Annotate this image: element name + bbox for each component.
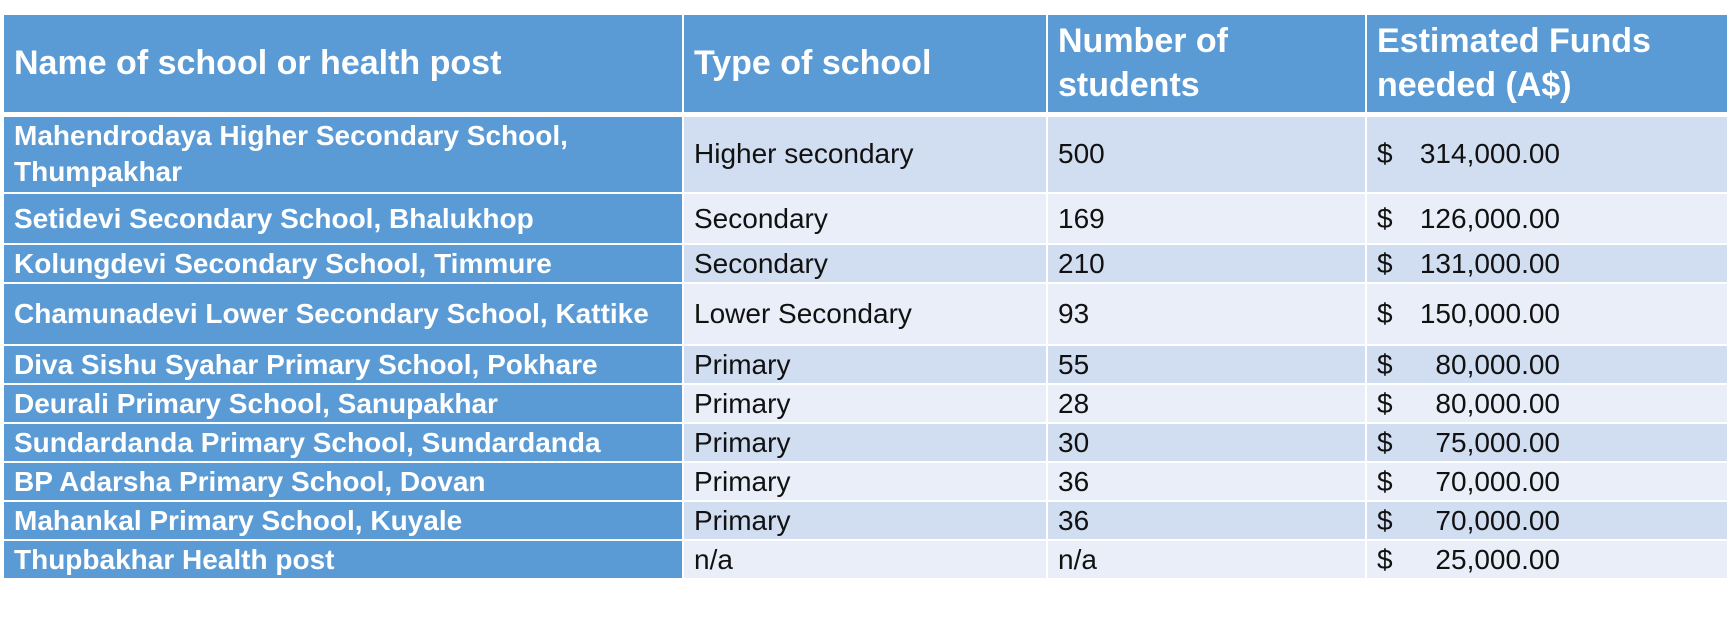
school-type-cell: Secondary: [682, 192, 1048, 245]
school-type-cell: Primary: [682, 500, 1048, 541]
funds-cell: $80,000.00: [1365, 383, 1729, 424]
header-row: Name of school or health post Type of sc…: [2, 13, 1729, 117]
school-name-cell: Mahendrodaya Higher Secondary School, Th…: [2, 113, 684, 194]
funds-cell: $70,000.00: [1365, 500, 1729, 541]
table-row: BP Adarsha Primary School, Dovan Primary…: [2, 461, 1729, 502]
header-type: Type of school: [682, 13, 1048, 117]
currency-symbol: $: [1377, 348, 1393, 380]
funds-amount: 131,000.00: [1419, 247, 1560, 279]
students-cell: 28: [1046, 383, 1367, 424]
funds-amount: 80,000.00: [1435, 387, 1560, 419]
school-name-cell: Mahankal Primary School, Kuyale: [2, 500, 684, 541]
school-type-cell: Primary: [682, 344, 1048, 385]
funds-cell: $314,000.00: [1365, 113, 1729, 194]
school-name-cell: Thupbakhar Health post: [2, 539, 684, 580]
funds-amount: 70,000.00: [1435, 465, 1560, 497]
school-type-cell: Secondary: [682, 243, 1048, 284]
funds-cell: $75,000.00: [1365, 422, 1729, 463]
school-type-cell: Primary: [682, 383, 1048, 424]
school-type-cell: n/a: [682, 539, 1048, 580]
school-name-cell: BP Adarsha Primary School, Dovan: [2, 461, 684, 502]
table-row: Deurali Primary School, Sanupakhar Prima…: [2, 383, 1729, 424]
funds-amount: 70,000.00: [1435, 504, 1560, 536]
table-row: Chamunadevi Lower Secondary School, Katt…: [2, 282, 1729, 346]
funding-table: Name of school or health post Type of sc…: [2, 13, 1729, 580]
funds-cell: $80,000.00: [1365, 344, 1729, 385]
school-name-cell: Setidevi Secondary School, Bhalukhop: [2, 192, 684, 245]
students-cell: 36: [1046, 500, 1367, 541]
table-row: Sundardanda Primary School, Sundardanda …: [2, 422, 1729, 463]
students-cell: 93: [1046, 282, 1367, 346]
school-name-cell: Deurali Primary School, Sanupakhar: [2, 383, 684, 424]
funds-amount: 25,000.00: [1435, 543, 1560, 575]
funds-amount: 80,000.00: [1435, 348, 1560, 380]
school-name-cell: Diva Sishu Syahar Primary School, Pokhar…: [2, 344, 684, 385]
students-cell: 30: [1046, 422, 1367, 463]
funds-amount: 150,000.00: [1419, 298, 1560, 329]
funds-cell: $126,000.00: [1365, 192, 1729, 245]
funds-cell: $150,000.00: [1365, 282, 1729, 346]
funds-amount: 75,000.00: [1435, 426, 1560, 458]
currency-symbol: $: [1377, 387, 1393, 419]
funds-amount: 314,000.00: [1419, 138, 1560, 170]
school-type-cell: Primary: [682, 422, 1048, 463]
students-cell: 55: [1046, 344, 1367, 385]
students-cell: 210: [1046, 243, 1367, 284]
school-name-cell: Chamunadevi Lower Secondary School, Katt…: [2, 282, 684, 346]
table-row: Kolungdevi Secondary School, Timmure Sec…: [2, 243, 1729, 284]
table-row: Setidevi Secondary School, Bhalukhop Sec…: [2, 192, 1729, 245]
header-funds: Estimated Funds needed (A$): [1365, 13, 1729, 117]
school-type-cell: Higher secondary: [682, 113, 1048, 194]
funds-amount: 126,000.00: [1419, 202, 1560, 234]
table-row: Mahendrodaya Higher Secondary School, Th…: [2, 113, 1729, 194]
funding-table-container: Name of school or health post Type of sc…: [2, 13, 1729, 580]
funds-cell: $25,000.00: [1365, 539, 1729, 580]
school-type-cell: Lower Secondary: [682, 282, 1048, 346]
currency-symbol: $: [1377, 504, 1393, 536]
currency-symbol: $: [1377, 138, 1393, 170]
students-cell: 500: [1046, 113, 1367, 194]
currency-symbol: $: [1377, 543, 1393, 575]
school-name-cell: Kolungdevi Secondary School, Timmure: [2, 243, 684, 284]
table-row: Mahankal Primary School, Kuyale Primary …: [2, 500, 1729, 541]
table-row: Thupbakhar Health post n/a n/a $25,000.0…: [2, 539, 1729, 580]
students-cell: 36: [1046, 461, 1367, 502]
currency-symbol: $: [1377, 298, 1393, 329]
currency-symbol: $: [1377, 247, 1393, 279]
currency-symbol: $: [1377, 465, 1393, 497]
students-cell: n/a: [1046, 539, 1367, 580]
header-students: Number of students: [1046, 13, 1367, 117]
funds-cell: $131,000.00: [1365, 243, 1729, 284]
students-cell: 169: [1046, 192, 1367, 245]
table-row: Diva Sishu Syahar Primary School, Pokhar…: [2, 344, 1729, 385]
header-name: Name of school or health post: [2, 13, 684, 117]
currency-symbol: $: [1377, 426, 1393, 458]
funds-cell: $70,000.00: [1365, 461, 1729, 502]
school-name-cell: Sundardanda Primary School, Sundardanda: [2, 422, 684, 463]
currency-symbol: $: [1377, 202, 1393, 234]
school-type-cell: Primary: [682, 461, 1048, 502]
